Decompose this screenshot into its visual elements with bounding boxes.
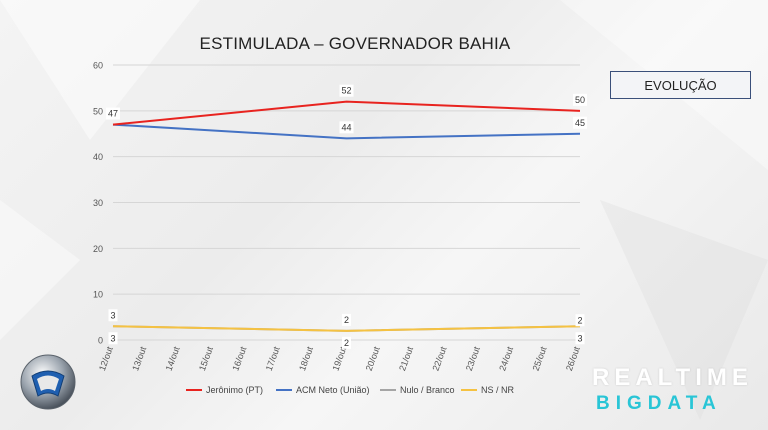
data-label: 2 xyxy=(344,315,349,325)
data-label-bg xyxy=(341,313,352,326)
data-label-bg xyxy=(575,314,585,327)
x-tick-label: 15/out xyxy=(197,345,215,372)
data-label: 45 xyxy=(575,118,585,128)
y-tick-label: 40 xyxy=(93,152,103,162)
y-tick-label: 30 xyxy=(93,198,103,208)
data-label-bg xyxy=(108,332,118,345)
data-label: 44 xyxy=(341,122,351,132)
y-tick-label: 60 xyxy=(93,61,103,71)
x-tick-label: 17/out xyxy=(264,345,282,372)
data-label: 50 xyxy=(575,95,585,105)
legend-entry: Nulo / Branco xyxy=(400,385,455,395)
x-tick-label: 26/out xyxy=(564,345,582,372)
x-tick-label: 20/out xyxy=(364,345,382,372)
x-tick-label: 16/out xyxy=(230,345,248,372)
x-tick-label: 23/out xyxy=(464,345,482,372)
x-tick-label: 25/out xyxy=(531,345,549,372)
broadcaster-logo-icon xyxy=(20,354,76,410)
data-label-bg xyxy=(572,93,588,106)
evolution-button[interactable]: EVOLUÇÃO xyxy=(610,71,751,99)
legend-entry: Jerônimo (PT) xyxy=(206,385,263,395)
legend-entry: NS / NR xyxy=(481,385,515,395)
data-label-bg xyxy=(341,336,352,349)
x-tick-label: 21/out xyxy=(397,345,415,372)
data-label-bg xyxy=(105,107,121,120)
x-tick-label: 12/out xyxy=(97,345,115,372)
series-line xyxy=(112,325,581,332)
data-label-bg xyxy=(339,121,354,134)
data-label: 47 xyxy=(108,109,118,119)
x-tick-label: 14/out xyxy=(164,345,182,372)
data-label: 2 xyxy=(344,338,349,348)
x-tick-label: 24/out xyxy=(497,345,515,372)
brand-realtime: REALTIME xyxy=(592,364,753,391)
data-label: 3 xyxy=(110,310,115,320)
chart-title: ESTIMULADA – GOVERNADOR BAHIA xyxy=(199,34,511,53)
legend-entry: ACM Neto (União) xyxy=(296,385,370,395)
x-tick-label: 19/out xyxy=(330,345,348,372)
x-tick-label: 18/out xyxy=(297,345,315,372)
data-label: 3 xyxy=(110,333,115,343)
data-label-bg xyxy=(575,332,585,345)
data-label-bg xyxy=(108,309,118,322)
y-tick-label: 50 xyxy=(93,106,103,116)
data-label: 3 xyxy=(577,333,582,343)
data-label-bg xyxy=(572,116,588,129)
x-tick-label: 22/out xyxy=(430,345,448,372)
data-label: 2 xyxy=(577,315,582,325)
series-line xyxy=(112,123,581,140)
y-tick-label: 20 xyxy=(93,244,103,254)
data-label-bg xyxy=(339,84,354,97)
series-line xyxy=(112,100,581,126)
y-tick-label: 0 xyxy=(98,336,103,346)
y-tick-label: 10 xyxy=(93,290,103,300)
x-tick-label: 13/out xyxy=(130,345,148,372)
brand-bigdata: BIGDATA xyxy=(596,393,722,414)
data-label: 52 xyxy=(341,86,351,96)
